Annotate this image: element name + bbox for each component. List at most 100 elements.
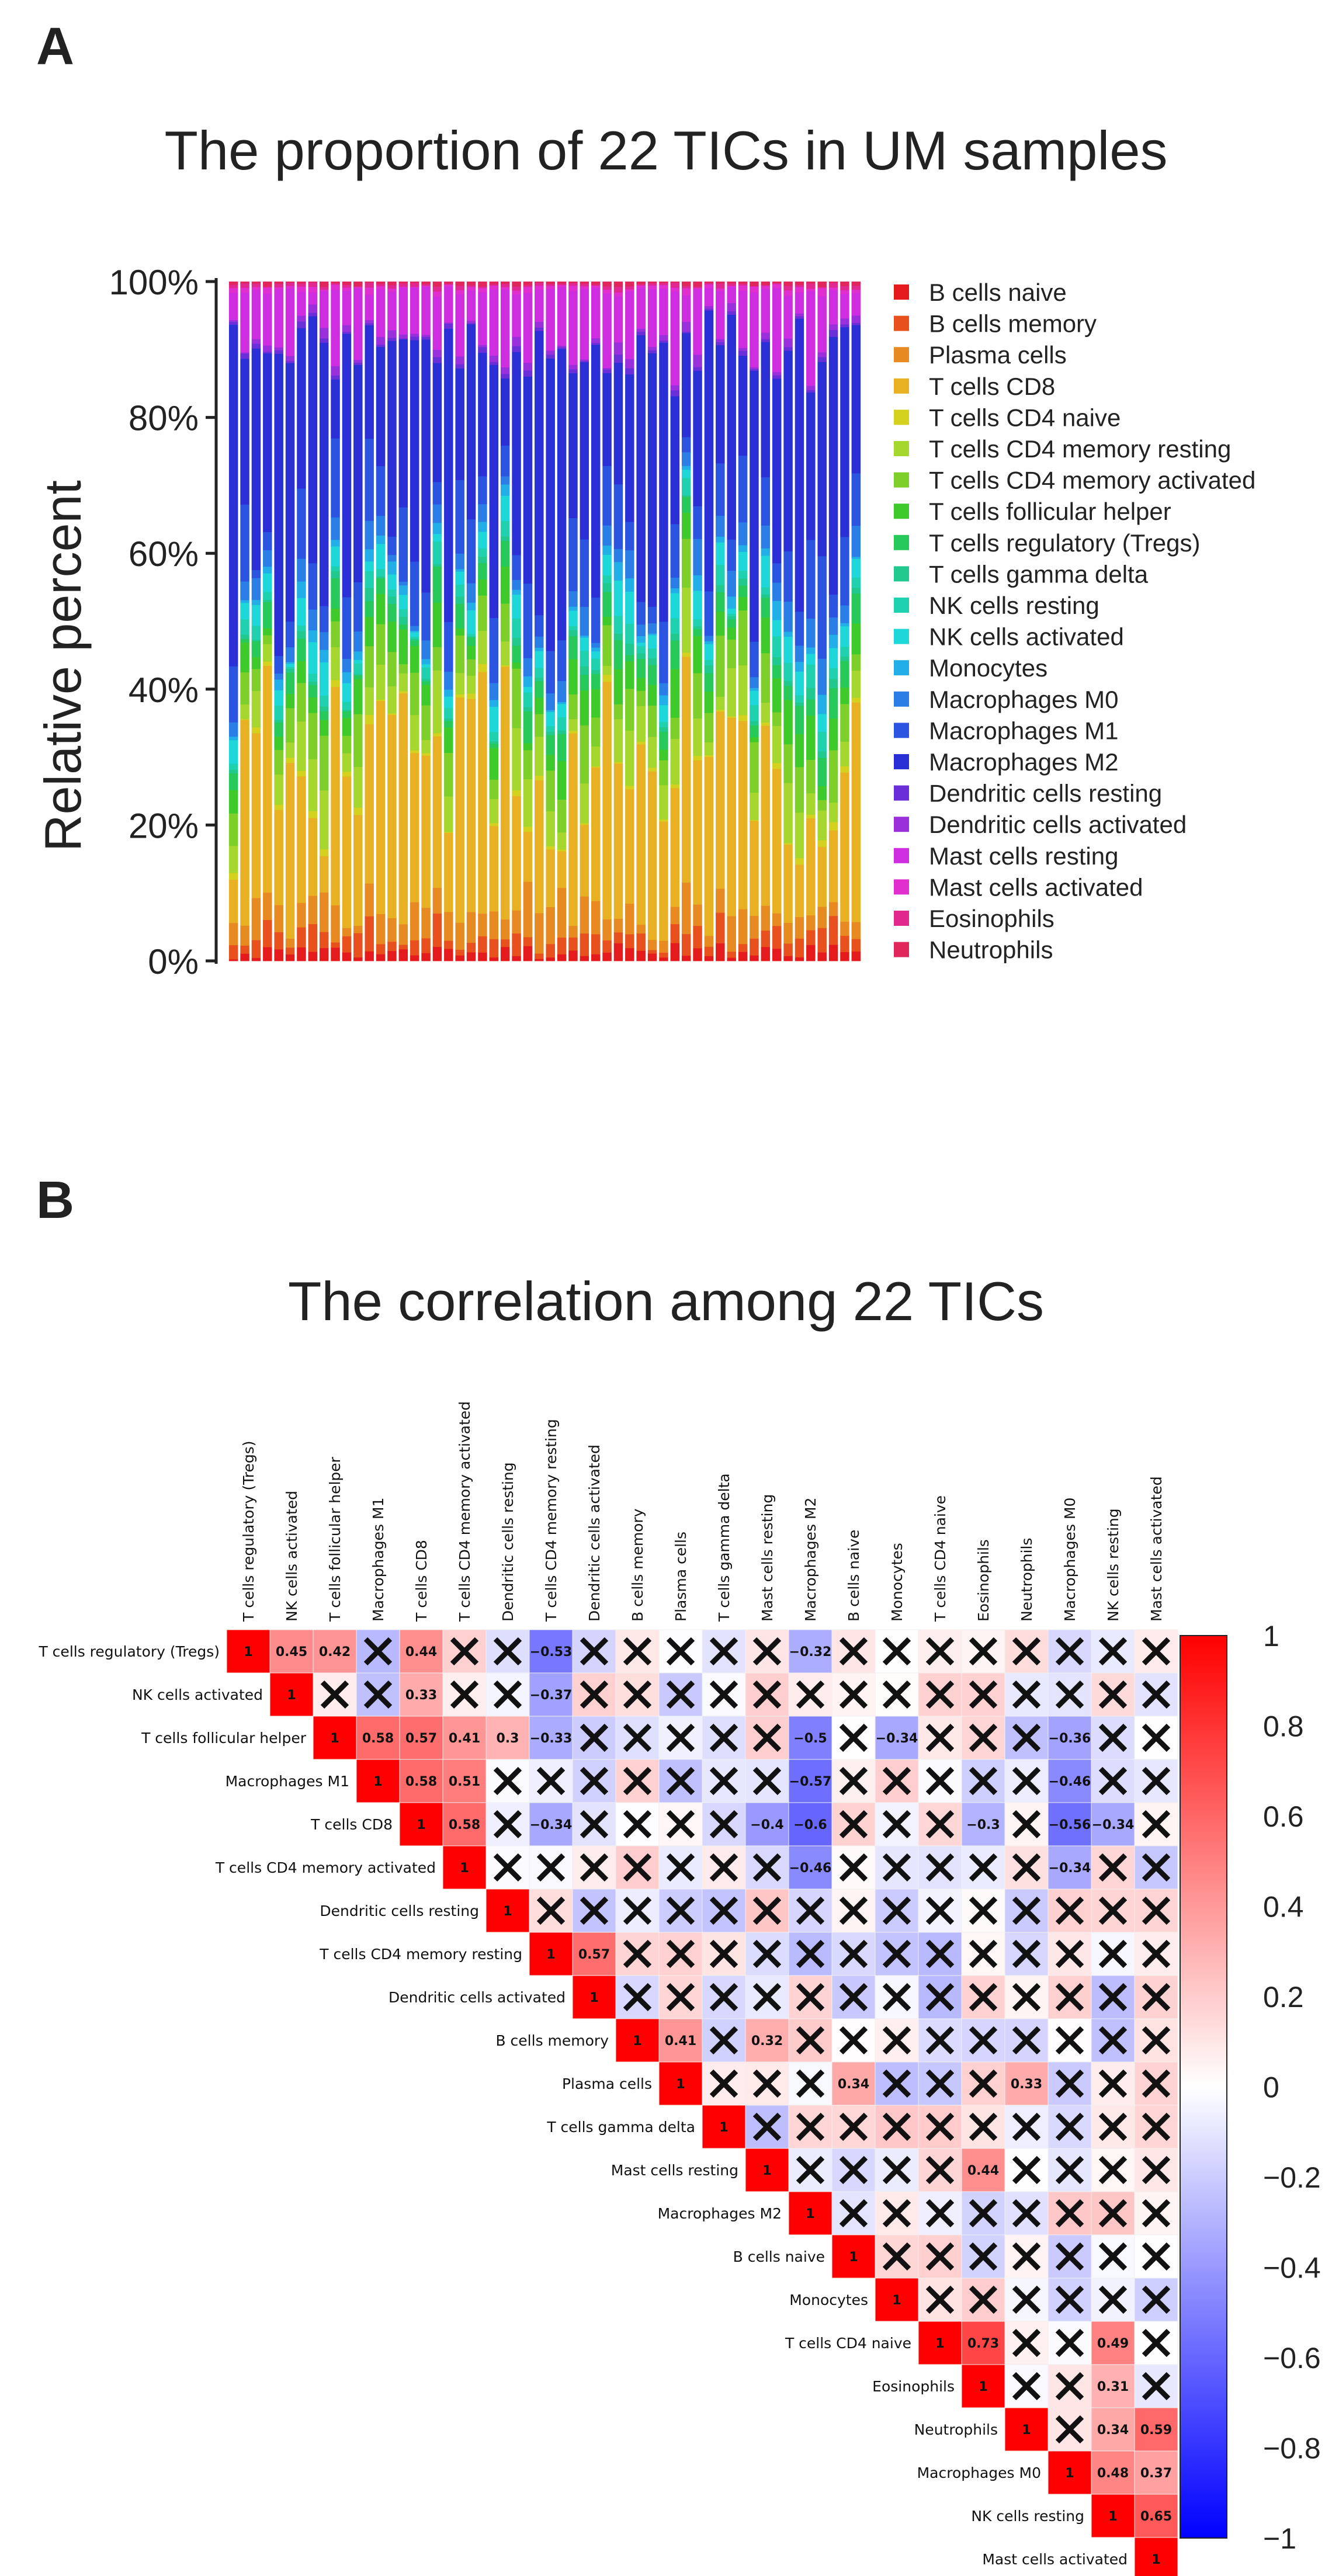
- bar-segment: [410, 336, 419, 341]
- bar-segment: [681, 321, 691, 332]
- column-label: Plasma cells: [672, 1532, 689, 1622]
- bar-segment: [557, 640, 567, 682]
- cell-value-label: 1: [1151, 2553, 1160, 2567]
- column-label: B cells naive: [845, 1530, 862, 1622]
- bar-segment: [263, 353, 272, 532]
- bar-segment: [512, 790, 521, 797]
- cell-value-label: −0.34: [530, 1818, 573, 1832]
- bar-segment: [410, 940, 419, 956]
- bar-segment: [817, 907, 827, 928]
- bar-segment: [647, 606, 657, 624]
- bar-segment: [331, 283, 340, 285]
- bar-segment: [285, 361, 295, 363]
- bar-segment: [681, 295, 691, 322]
- bar-segment: [398, 283, 408, 287]
- bar-segment: [602, 575, 612, 584]
- bar-segment: [647, 953, 657, 961]
- bar-segment: [591, 643, 601, 648]
- bar-segment: [783, 285, 793, 291]
- heatmap-cell: [745, 1932, 789, 1976]
- bar-segment: [591, 651, 601, 659]
- bar-segment: [795, 661, 804, 672]
- bar-segment: [647, 768, 657, 772]
- bar-segment: [681, 512, 691, 539]
- bar-segment: [342, 334, 352, 598]
- legend-item-label: T cells CD4 memory activated: [929, 467, 1255, 494]
- insignificant-cross-mark: [1142, 1983, 1171, 2012]
- bar-segment: [625, 289, 634, 292]
- bar-segment: [342, 776, 352, 928]
- insignificant-cross-mark: [1142, 1637, 1171, 1666]
- cell-value-label: −0.34: [1092, 1818, 1135, 1832]
- bar-segment: [795, 734, 804, 768]
- bar-segment: [557, 703, 567, 718]
- bar-segment: [240, 720, 249, 926]
- bar-segment: [783, 295, 793, 339]
- bar-segment: [851, 922, 861, 939]
- bar-segment: [580, 956, 589, 961]
- bar-segment: [285, 672, 295, 695]
- bar-segment: [285, 707, 295, 743]
- bar-segment: [613, 718, 623, 762]
- bar-segment: [817, 282, 827, 287]
- bar-segment: [342, 325, 352, 332]
- bar-segment: [727, 717, 736, 916]
- bar-segment: [727, 616, 736, 620]
- insignificant-cross-mark: [709, 1983, 738, 2012]
- row-label: T cells regulatory (Tregs): [38, 1643, 220, 1660]
- insignificant-cross-mark: [1142, 2069, 1171, 2098]
- bar-segment: [353, 651, 363, 660]
- cell-value-label: 0.31: [1097, 2380, 1129, 2394]
- bar-segment: [228, 769, 238, 773]
- bar-segment: [828, 668, 838, 679]
- bar-segment: [636, 678, 646, 691]
- heatmap-cell: [1134, 2494, 1178, 2538]
- bar-segment: [376, 699, 386, 702]
- bar-segment: [647, 665, 657, 685]
- bar-segment: [681, 652, 691, 657]
- bar-segment: [783, 956, 793, 961]
- insignificant-cross-mark: [882, 2069, 911, 2098]
- bar-segment: [591, 766, 601, 768]
- bar-segment: [828, 830, 838, 902]
- cell-value-label: 0.57: [578, 1947, 610, 1962]
- bar-segment: [228, 959, 238, 961]
- diagonal-cell: [485, 1888, 530, 1933]
- bar-segment: [659, 957, 668, 961]
- bar-segment: [557, 851, 567, 888]
- bar-segment: [704, 691, 714, 713]
- bar-segment: [342, 672, 352, 683]
- bar-segment: [342, 711, 352, 718]
- bar-segment: [240, 945, 249, 954]
- bar-segment: [432, 564, 442, 567]
- bar-segment: [500, 289, 510, 367]
- bar-segment: [670, 577, 680, 589]
- bar-segment: [398, 629, 408, 665]
- row-label: Mast cells activated: [982, 2551, 1128, 2568]
- insignificant-cross-mark: [709, 2069, 738, 2098]
- heatmap-cell: [788, 1716, 832, 1760]
- bar-segment: [828, 290, 838, 325]
- bar-segment: [602, 919, 612, 941]
- bar-segment: [795, 767, 804, 813]
- bar-segment: [840, 772, 849, 922]
- bar-segment: [546, 282, 555, 284]
- bar-segment: [432, 602, 442, 647]
- bar-segment: [580, 690, 589, 725]
- bar-segment: [512, 910, 521, 934]
- bar-segment: [557, 284, 567, 287]
- bar-segment: [432, 647, 442, 671]
- bar-segment: [806, 930, 816, 945]
- bar-segment: [772, 725, 782, 763]
- diagonal-cell: [269, 1672, 314, 1717]
- bar-segment: [478, 292, 487, 345]
- colorbar-tick-label: −0.2: [1263, 2161, 1321, 2194]
- heatmap-cell: [485, 1629, 530, 1674]
- heatmap-cell: [788, 1629, 832, 1674]
- insignificant-cross-mark: [925, 1680, 955, 1709]
- bar-segment: [546, 811, 555, 846]
- insignificant-cross-mark: [536, 1896, 566, 1925]
- bar-segment: [828, 915, 838, 945]
- bar-segment: [851, 315, 861, 323]
- insignificant-cross-mark: [1055, 1680, 1084, 1709]
